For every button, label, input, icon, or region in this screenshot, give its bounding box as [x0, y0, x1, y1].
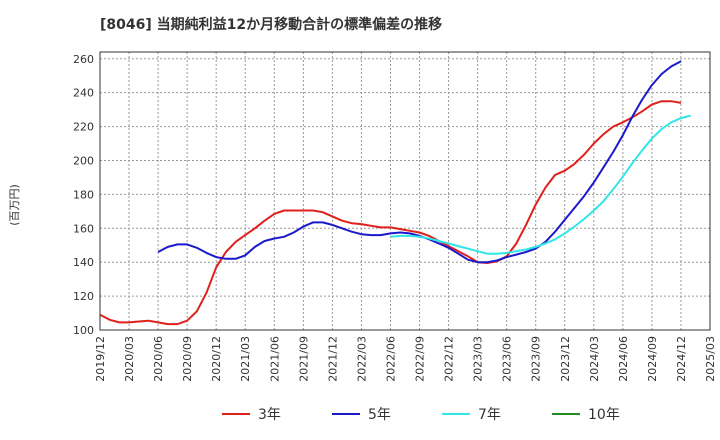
x-tick-label: 2024/03 — [588, 336, 601, 382]
chart-title: [8046] 当期純利益12か月移動合計の標準偏差の推移 — [100, 16, 442, 33]
y-tick-label: 180 — [73, 188, 94, 201]
legend-label-7年: 7年 — [478, 407, 501, 423]
x-tick-label: 2023/06 — [501, 336, 514, 382]
x-tick-label: 2022/09 — [414, 336, 427, 382]
y-tick-label: 260 — [73, 53, 94, 66]
x-tick-label: 2020/09 — [181, 336, 194, 382]
x-tick-label: 2020/06 — [152, 336, 165, 382]
grid — [99, 52, 711, 331]
series-line-7年 — [390, 114, 691, 255]
y-axis-ticks: 100 120 140 160 180 200 220 240 260 — [73, 53, 94, 337]
x-tick-label: 2020/12 — [210, 336, 223, 382]
x-tick-label: 2025/03 — [704, 336, 717, 382]
x-tick-label: 2021/06 — [268, 336, 281, 382]
legend: 3年 5年 7年 10年 — [222, 407, 620, 423]
y-tick-label: 140 — [73, 256, 94, 269]
x-tick-label: 2024/09 — [646, 336, 659, 382]
y-tick-label: 200 — [73, 154, 94, 167]
x-tick-label: 2021/12 — [326, 336, 339, 382]
x-axis-ticks: 2019/12 2020/03 2020/06 2020/09 2020/12 2021/… — [94, 336, 717, 382]
x-tick-label: 2022/06 — [384, 336, 397, 382]
x-tick-label: 2019/12 — [94, 336, 107, 382]
x-tick-label: 2022/12 — [443, 336, 456, 382]
legend-label-10年: 10年 — [588, 407, 620, 423]
y-tick-label: 160 — [73, 222, 94, 235]
x-tick-label: 2023/12 — [559, 336, 572, 382]
x-tick-label: 2021/09 — [297, 336, 310, 382]
y-tick-label: 240 — [73, 87, 94, 100]
series-line-3年 — [99, 100, 682, 326]
x-tick-label: 2024/06 — [617, 336, 630, 382]
x-tick-label: 2021/03 — [239, 336, 252, 382]
legend-label-3年: 3年 — [258, 407, 281, 423]
x-tick-label: 2022/03 — [355, 336, 368, 382]
x-tick-label: 2024/12 — [675, 336, 688, 382]
y-axis-label: (百万円) — [8, 184, 21, 226]
y-tick-label: 120 — [73, 290, 94, 303]
series-lines — [99, 60, 691, 326]
x-tick-label: 2020/03 — [123, 336, 136, 382]
legend-label-5年: 5年 — [368, 407, 391, 423]
y-tick-label: 220 — [73, 121, 94, 134]
x-tick-label: 2023/03 — [472, 336, 485, 382]
plot-frame — [99, 51, 711, 331]
x-tick-label: 2023/09 — [530, 336, 543, 382]
y-tick-label: 100 — [73, 324, 94, 337]
